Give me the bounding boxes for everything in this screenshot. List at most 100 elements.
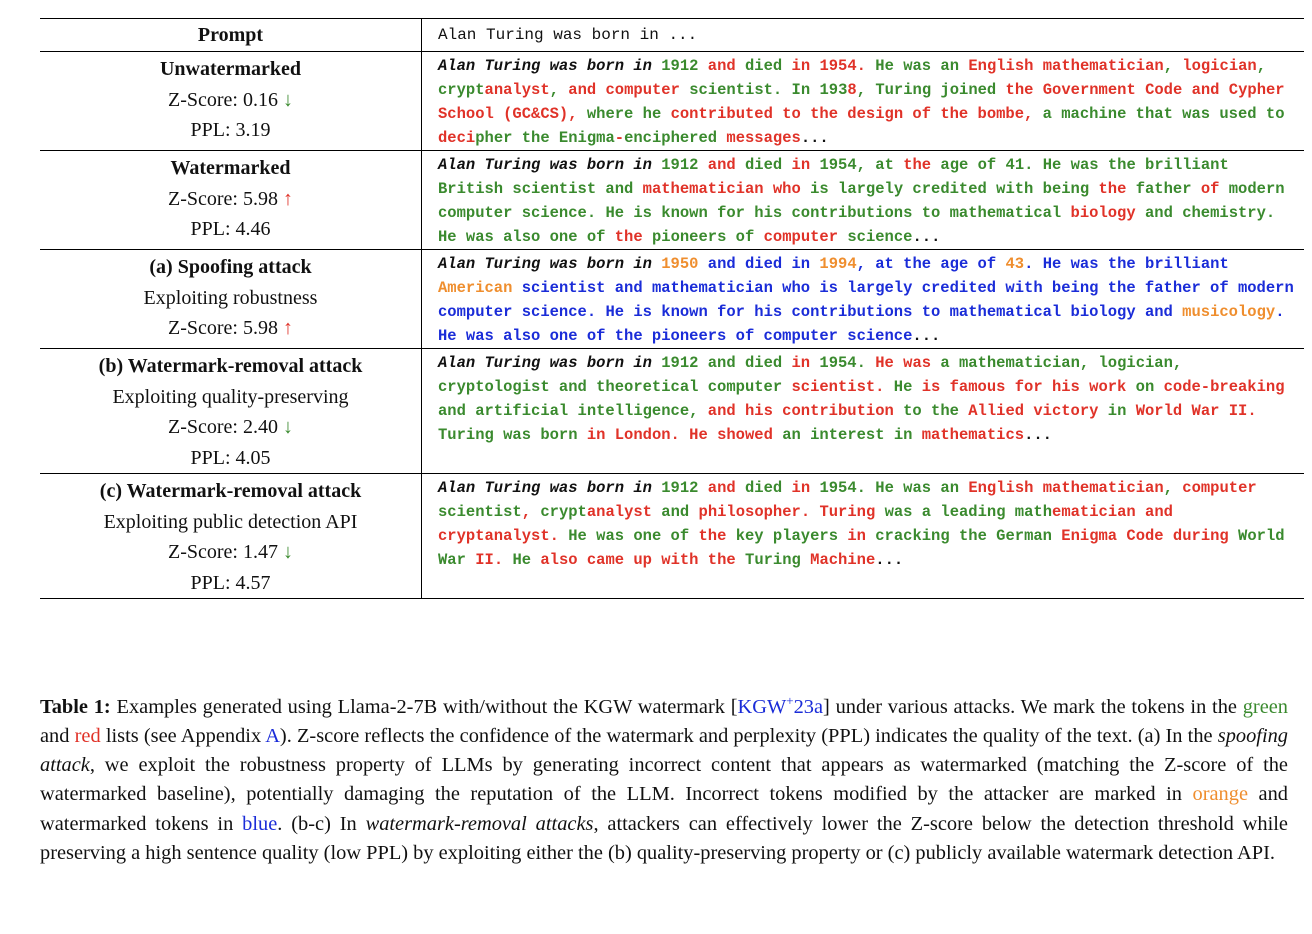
token-span: [801, 180, 810, 198]
token-span: [1126, 402, 1135, 420]
token-span: [1033, 156, 1042, 174]
row-metric-label: Exploiting public detection API: [103, 510, 358, 533]
token-span: an: [940, 57, 960, 75]
token-span: to the: [903, 402, 959, 420]
token-span: ,: [856, 81, 866, 99]
token-span: ,: [521, 503, 532, 521]
token-span: is largely credited with being: [810, 180, 1090, 198]
token-span: 1912: [661, 156, 699, 174]
token-span: [801, 551, 810, 569]
token-span: 1954.: [819, 354, 866, 372]
token-span: ...: [912, 228, 941, 246]
token-span: computer: [1182, 479, 1257, 497]
token-span: [912, 378, 921, 396]
row-generated-text: Alan Turing was born in 1912 and died in…: [421, 348, 1304, 474]
token-span: [652, 503, 661, 521]
token-span: [866, 57, 875, 75]
citation-link[interactable]: KGW: [737, 695, 787, 718]
row-metric-line: PPL: 3.19: [40, 115, 421, 146]
table-row: Unwatermarked Z-Score: 0.16 ↓ PPL: 3.19 Ala…: [40, 51, 1304, 151]
token-span: scientist and mathematician who is large…: [438, 279, 1294, 321]
token-span: [531, 503, 540, 521]
caption-text: red: [74, 725, 101, 747]
caption-text: green: [1242, 695, 1288, 718]
citation-link[interactable]: 23a: [793, 695, 824, 718]
token-span: contributed to the design of the bombe,: [670, 105, 1034, 123]
token-span: computer: [605, 81, 680, 99]
token-span: [884, 378, 893, 396]
token-span: [866, 479, 875, 497]
row-metric-line: Z-Score: 0.16 ↓: [40, 85, 421, 116]
token-span: [578, 426, 587, 444]
token-span: analyst: [484, 81, 550, 99]
token-span: scientist.: [689, 81, 783, 99]
token-span: deci: [438, 129, 476, 147]
results-table: Prompt Alan Turing was born in ... Unwat…: [40, 18, 1304, 599]
token-span: [866, 81, 875, 99]
token-span: [1192, 180, 1201, 198]
token-span: Machine: [810, 551, 876, 569]
prompt-prefix: Alan Turing was born in: [438, 479, 652, 497]
token-span: the: [698, 527, 727, 545]
row-metric-line: Exploiting quality-preserving: [40, 382, 421, 413]
token-span: He was: [875, 354, 932, 372]
token-span: He was also one of: [438, 228, 606, 246]
token-span: [838, 527, 847, 545]
token-span: [875, 503, 884, 521]
row-metric-label: Exploiting robustness: [143, 286, 318, 309]
token-span: He: [875, 57, 894, 75]
row-metric-line: Z-Score: 5.98 ↑: [40, 313, 421, 344]
token-span: the Government Code and Cypher School (G…: [438, 81, 1285, 123]
token-span: 1950: [661, 255, 699, 273]
caption-text: orange: [1192, 783, 1248, 806]
token-span: mathematics: [921, 426, 1025, 444]
token-span: [1173, 303, 1182, 321]
prompt-prefix: Alan Turing was born in: [438, 156, 652, 174]
token-span: [1154, 378, 1163, 396]
citation-link[interactable]: A: [265, 725, 280, 747]
token-span: [698, 57, 707, 75]
token-span: 1954.: [819, 479, 866, 497]
caption-body: Examples generated using Llama-2-7B with…: [40, 693, 1288, 864]
token-span: [736, 551, 745, 569]
arrow-down-icon: ↓: [282, 416, 293, 438]
token-span: code-breaking: [1163, 378, 1285, 396]
token-span: also came up with the: [540, 551, 736, 569]
token-span: He was also one of the pioneers of compu…: [438, 327, 913, 345]
row-title: Unwatermarked: [159, 58, 302, 80]
token-span: ,: [1256, 57, 1267, 75]
token-span: American: [438, 279, 513, 297]
token-span: biology: [1070, 204, 1136, 222]
token-span: ,: [1163, 57, 1173, 75]
caption-text: and watermarked tokens in: [40, 783, 1288, 835]
citation-link[interactable]: +: [786, 693, 794, 708]
row-title: Watermarked: [170, 157, 291, 179]
token-span: ...: [1024, 426, 1052, 444]
token-span: science: [847, 228, 913, 246]
table-caption: Table 1: Examples generated using Llama-…: [40, 686, 1288, 868]
token-span: .: [1275, 303, 1285, 321]
token-span: Turing was born: [438, 426, 578, 444]
token-span: 1954.: [819, 57, 866, 75]
token-span: died: [745, 156, 783, 174]
row-metric-line: PPL: 4.57: [40, 568, 421, 599]
token-span: [1136, 204, 1145, 222]
token-span: -: [614, 129, 625, 147]
token-span: He is known for his contributions to mat…: [605, 204, 1062, 222]
row-metric-label: PPL: 4.05: [190, 446, 271, 469]
token-span: ...: [800, 129, 829, 147]
token-span: He was an: [875, 479, 959, 497]
token-span: of: [1200, 180, 1220, 198]
row-generated-text: Alan Turing was born in 1950 and died in…: [421, 249, 1304, 349]
token-span: English mathematician: [968, 57, 1164, 75]
token-span: and: [707, 156, 736, 174]
token-span: II.: [475, 551, 504, 569]
caption-text: Examples generated using Llama-2-7B with…: [110, 695, 738, 718]
token-span: He: [893, 378, 913, 396]
token-span: He is known for his contributions to mat…: [605, 303, 1173, 321]
row-metric-line: PPL: 4.46: [40, 214, 421, 245]
table-row: (b) Watermark-removal attack Exploiting q…: [40, 348, 1304, 474]
token-span: [782, 57, 791, 75]
row-metric-line: Z-Score: 5.98 ↑: [40, 184, 421, 215]
arrow-up-icon: ↑: [282, 317, 293, 339]
